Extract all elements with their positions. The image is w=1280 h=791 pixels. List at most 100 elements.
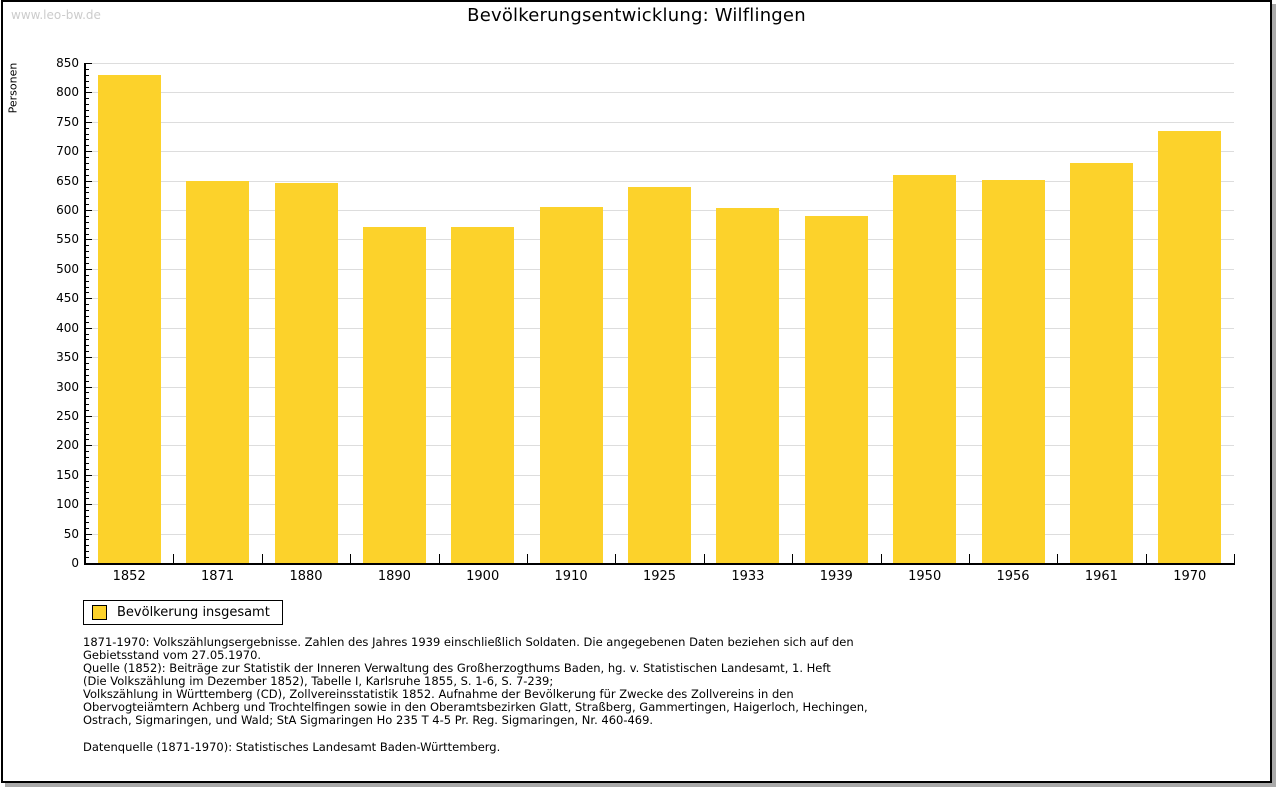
y-minor-tick	[86, 315, 89, 317]
source-note-line: Obervogteiämtern Achberg und Trochtelfin…	[83, 700, 868, 714]
x-tick-label-1939: 1939	[819, 569, 853, 584]
y-minor-tick	[86, 286, 89, 288]
bar-1910	[539, 206, 603, 563]
x-boundary-tick	[350, 554, 352, 563]
x-tick-label-1890: 1890	[377, 569, 411, 584]
x-tick-label-1956: 1956	[996, 569, 1030, 584]
y-minor-tick	[86, 492, 89, 494]
y-major-tick	[86, 92, 92, 94]
y-minor-tick	[86, 486, 89, 488]
y-axis-label: Personen	[6, 62, 20, 114]
y-major-tick	[86, 121, 92, 123]
y-minor-tick	[86, 280, 89, 282]
x-boundary-tick	[880, 554, 882, 563]
chart-title: Bevölkerungsentwicklung: Wilflingen	[467, 5, 806, 26]
y-minor-tick	[86, 374, 89, 376]
y-minor-tick	[86, 410, 89, 412]
y-minor-tick	[86, 498, 89, 500]
y-minor-tick	[86, 257, 89, 259]
y-minor-tick	[86, 404, 89, 406]
y-minor-tick	[86, 133, 89, 135]
y-tick-label: 200	[56, 438, 79, 453]
y-minor-tick	[86, 333, 89, 335]
y-minor-tick	[86, 110, 89, 112]
y-minor-tick	[86, 527, 89, 529]
y-major-tick	[86, 415, 92, 417]
x-tick-label-1925: 1925	[642, 569, 677, 584]
source-note-line: (Die Volkszählung im Dezember 1852), Tab…	[83, 674, 554, 688]
legend-swatch-icon	[92, 605, 107, 620]
y-major-tick	[86, 63, 92, 64]
y-minor-tick	[86, 363, 89, 364]
x-tick-label-1970: 1970	[1173, 569, 1207, 584]
x-boundary-tick	[261, 554, 263, 563]
y-axis-line	[84, 63, 86, 565]
y-minor-tick	[86, 174, 89, 176]
y-minor-tick	[86, 392, 89, 394]
y-minor-tick	[86, 221, 89, 223]
y-minor-tick	[86, 480, 89, 482]
y-major-tick	[86, 298, 92, 300]
y-minor-tick	[86, 427, 89, 429]
y-tick-label: 850	[56, 56, 79, 70]
y-minor-tick	[86, 380, 89, 382]
y-minor-tick	[86, 157, 89, 159]
y-minor-tick	[86, 74, 89, 76]
y-minor-tick	[86, 186, 89, 188]
y-minor-tick	[86, 263, 89, 264]
y-major-tick	[86, 239, 92, 241]
y-tick-label: 300	[56, 379, 79, 394]
y-major-tick	[86, 386, 92, 388]
y-tick-label: 650	[56, 173, 79, 188]
y-minor-tick	[86, 521, 89, 523]
y-minor-tick	[86, 198, 89, 200]
y-tick-label: 750	[56, 114, 79, 129]
y-tick-label: 600	[56, 203, 79, 218]
bar-1852	[97, 74, 161, 563]
y-minor-tick	[86, 215, 89, 217]
bar-1890	[362, 226, 426, 563]
y-tick-label: 350	[56, 350, 79, 365]
footnotes: 1871-1970: Volkszählungsergebnisse. Zahl…	[83, 636, 868, 754]
y-minor-tick	[86, 86, 89, 88]
y-minor-tick	[86, 557, 89, 559]
x-tick-label-1961: 1961	[1084, 569, 1118, 584]
bar-1871	[186, 180, 250, 563]
x-tick-label-1950: 1950	[908, 569, 942, 584]
y-minor-tick	[86, 233, 89, 235]
x-boundary-tick	[438, 554, 440, 563]
x-boundary-tick	[173, 554, 175, 563]
bar-1961	[1069, 163, 1133, 563]
y-major-tick	[86, 504, 92, 506]
y-minor-tick	[86, 545, 89, 547]
bar-1939	[804, 215, 868, 563]
y-minor-tick	[86, 245, 89, 247]
y-major-tick	[86, 210, 92, 212]
y-major-tick	[86, 151, 92, 153]
y-minor-tick	[86, 457, 89, 459]
y-tick-label: 800	[56, 85, 79, 100]
y-tick-label: 450	[56, 291, 79, 306]
site-watermark: www.leo-bw.de	[11, 8, 101, 22]
y-minor-tick	[86, 421, 89, 423]
y-minor-tick	[86, 68, 89, 70]
y-minor-tick	[86, 292, 89, 294]
legend-box: Bevölkerung insgesamt	[83, 600, 283, 625]
x-tick-label-1871: 1871	[201, 569, 235, 584]
y-minor-tick	[86, 145, 89, 147]
y-minor-tick	[86, 163, 89, 164]
x-tick-label-1900: 1900	[466, 569, 500, 584]
bar-1950	[893, 175, 957, 563]
x-boundary-tick	[615, 554, 617, 563]
gridline	[85, 180, 1234, 182]
y-minor-tick	[86, 539, 89, 541]
y-minor-tick	[86, 398, 89, 400]
y-minor-tick	[86, 351, 89, 353]
y-minor-tick	[86, 227, 89, 229]
y-minor-tick	[86, 310, 89, 312]
bar-1880	[274, 183, 338, 563]
y-minor-tick	[86, 104, 89, 106]
y-minor-tick	[86, 304, 89, 306]
y-tick-label: 700	[56, 144, 79, 159]
